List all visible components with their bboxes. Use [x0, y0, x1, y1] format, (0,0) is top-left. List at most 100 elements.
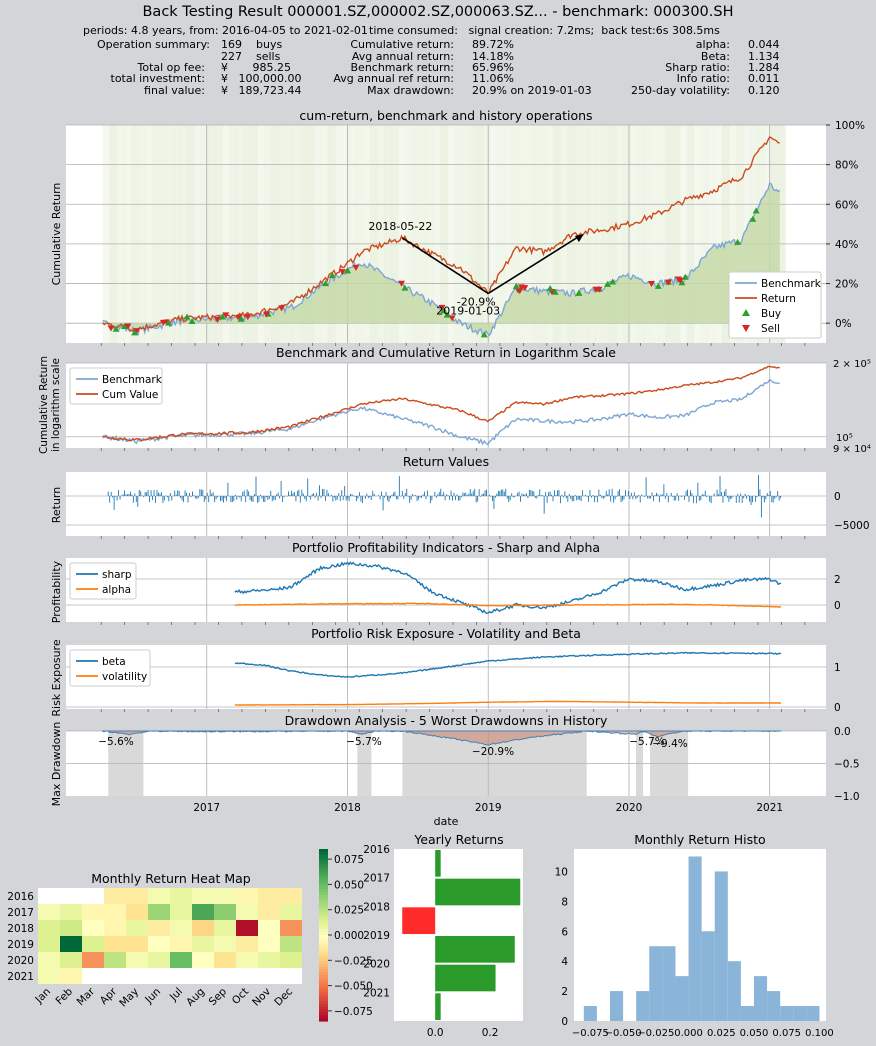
y-axis-label: Cumulative Return — [38, 356, 50, 454]
colorbar-segment — [319, 880, 328, 884]
sell-marker — [278, 305, 286, 312]
y-tick-label: 0 — [561, 1016, 568, 1028]
colorbar-segment — [319, 866, 328, 870]
histogram-bar — [714, 871, 728, 1021]
column-label: Oct — [230, 986, 251, 1007]
year-label: 2021 — [363, 987, 390, 999]
y-tick-label: −1.0 — [834, 791, 860, 803]
histogram-bar — [649, 946, 663, 1021]
year-label: 2016 — [363, 844, 390, 856]
position-band — [700, 125, 709, 343]
heatmap-cell — [126, 904, 148, 920]
stat-value: 89.72% — [472, 38, 514, 51]
y-axis-label: Cumulative Return — [50, 183, 63, 286]
heatmap-cell — [148, 920, 170, 936]
position-band — [461, 125, 470, 343]
return-values-panel — [66, 472, 826, 536]
heatmap-cell — [104, 952, 126, 968]
position-band — [531, 125, 540, 343]
position-band — [454, 125, 462, 343]
chart-title: Monthly Return Histo — [634, 832, 765, 847]
sell-marker — [398, 280, 406, 287]
y-tick-label: 80% — [835, 160, 858, 172]
annotation-label: -20.9% — [457, 295, 496, 308]
position-band — [264, 125, 272, 343]
y-tick-label: 2 × 10⁵ — [833, 359, 871, 370]
stat-label: Benchmark return: — [350, 61, 455, 74]
position-band — [194, 125, 202, 343]
position-band — [672, 125, 681, 343]
colorbar-segment — [319, 926, 328, 930]
colorbar-segment — [319, 1006, 328, 1011]
heatmap-cell — [236, 968, 258, 984]
y-tick-label: −0.5 — [834, 759, 860, 771]
position-band — [229, 125, 237, 343]
colorbar-segment — [319, 955, 328, 959]
colorbar-segment — [319, 1018, 328, 1022]
legend — [69, 649, 151, 687]
position-band — [377, 125, 385, 343]
y-tick-label: 6 — [561, 926, 568, 938]
heatmap-cell — [236, 904, 258, 920]
legend-label: alpha — [102, 584, 131, 596]
buy-marker — [604, 280, 612, 287]
heatmap-cell — [82, 968, 104, 984]
colorbar-segment — [319, 903, 328, 907]
y-tick-label: 20% — [835, 279, 858, 291]
chart-title: Portfolio Profitability Indicators - Sha… — [292, 540, 600, 555]
position-band — [398, 125, 406, 343]
position-band — [630, 125, 638, 343]
colorbar-segment — [319, 871, 328, 876]
heatmap-cell — [192, 936, 214, 952]
y-tick-label: 0 — [834, 600, 841, 612]
legend-label: Return — [761, 293, 796, 305]
heatmap-cell — [170, 904, 192, 920]
colorbar-segment — [319, 860, 328, 864]
year-bar — [435, 850, 441, 877]
sell-marker — [517, 284, 525, 291]
colorbar-label: 0.075 — [334, 854, 364, 866]
position-band — [320, 125, 329, 343]
legend — [728, 271, 822, 339]
chart-title: Benchmark and Cumulative Return in Logar… — [276, 345, 616, 360]
buy-marker — [131, 329, 139, 336]
sell-marker — [676, 277, 684, 284]
colorbar-label: −0.050 — [334, 981, 373, 993]
position-band — [137, 125, 146, 343]
stat-value: 227 — [221, 50, 242, 63]
position-band — [728, 125, 737, 343]
buy-marker — [609, 278, 617, 285]
position-band — [144, 125, 153, 343]
legend-label: Benchmark — [102, 374, 163, 386]
annotation-label: 2019-01-03 — [436, 304, 500, 317]
buy-marker — [401, 284, 409, 291]
colorbar-segment — [319, 914, 328, 919]
colorbar-segment — [319, 863, 328, 867]
y-tick-label: 0 — [834, 491, 841, 503]
position-band — [348, 125, 357, 343]
arrow-head — [574, 234, 584, 242]
drawdown-area — [102, 730, 781, 746]
heatmap-cell — [236, 888, 258, 904]
position-band — [158, 125, 167, 343]
buy-marker — [112, 325, 120, 332]
column-label: Sep — [207, 985, 230, 1008]
y-tick-label: 0.0 — [834, 726, 851, 738]
heatmap-cell — [192, 920, 214, 936]
position-band — [567, 125, 575, 343]
position-band — [180, 125, 188, 343]
position-band — [489, 125, 498, 343]
row-label: 2018 — [7, 923, 34, 935]
histogram-bar — [662, 946, 676, 1021]
heatmap-cell — [60, 936, 82, 952]
y-axis-label: Profitability — [50, 560, 63, 623]
colorbar-segment — [319, 909, 328, 913]
heatmap-cell — [214, 888, 236, 904]
colorbar-segment — [319, 851, 328, 856]
heatmap-cell — [280, 952, 302, 968]
colorbar-segment — [319, 937, 328, 942]
x-tick-label: 2019 — [475, 802, 502, 814]
chart-title: Monthly Return Heat Map — [91, 871, 251, 886]
heatmap-cell — [236, 920, 258, 936]
